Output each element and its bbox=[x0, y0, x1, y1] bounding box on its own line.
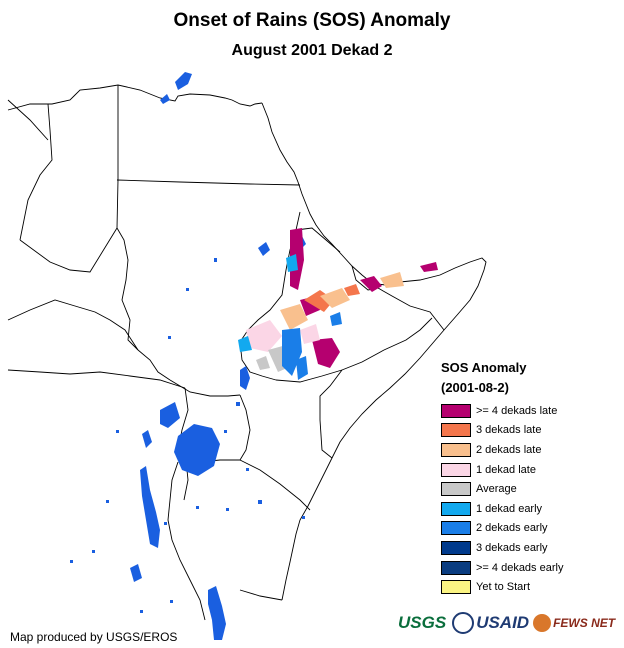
country-borders bbox=[7, 84, 487, 621]
lake-malawi bbox=[208, 586, 226, 640]
border-uganda-kenya bbox=[239, 394, 251, 461]
legend-label: 1 dekad early bbox=[476, 502, 543, 515]
legend-label: 1 dekad late bbox=[476, 463, 536, 476]
border-libya-egypt bbox=[116, 85, 119, 229]
lake-victoria bbox=[174, 424, 220, 476]
fews-net-seal-icon bbox=[533, 614, 552, 632]
anomaly-pixels bbox=[238, 228, 438, 380]
legend-swatch bbox=[441, 540, 471, 555]
legend-item: >= 4 dekads late bbox=[441, 401, 563, 421]
fews-net-logo: FEWS NET bbox=[533, 614, 615, 632]
legend-item: Average bbox=[441, 479, 563, 499]
border-sudan-car bbox=[137, 349, 171, 381]
legend-label: 3 dekads late bbox=[476, 424, 542, 437]
anomaly-2-early bbox=[282, 312, 342, 380]
lake-turkana bbox=[240, 366, 250, 390]
legend-swatch bbox=[441, 403, 471, 418]
anomaly-2-late bbox=[280, 272, 404, 330]
legend-label: 2 dekads early bbox=[476, 522, 548, 535]
legend-label: >= 4 dekads late bbox=[476, 404, 558, 417]
usgs-logo: USGS bbox=[398, 613, 447, 632]
border-tanzania-mozambique bbox=[239, 589, 283, 601]
legend-item: 2 dekads early bbox=[441, 519, 563, 539]
fews-net-logo-text: FEWS NET bbox=[553, 616, 616, 630]
water-bodies bbox=[130, 72, 306, 640]
logo-strip: USGS USAID FEWS NET bbox=[398, 612, 615, 634]
lake-tanganyika bbox=[140, 466, 160, 548]
usaid-logo: USAID bbox=[452, 612, 529, 634]
scattered-water bbox=[70, 258, 305, 613]
border-kenya-somalia bbox=[319, 369, 343, 459]
nile-delta-lake bbox=[175, 72, 192, 90]
legend-item: 1 dekad late bbox=[441, 460, 563, 480]
border-eritrea bbox=[295, 227, 341, 253]
border-sudan-uganda bbox=[169, 379, 241, 397]
legend-title: SOS Anomaly bbox=[441, 360, 527, 375]
map-title: Onset of Rains (SOS) Anomaly bbox=[173, 10, 451, 31]
border-tunisia bbox=[7, 99, 49, 141]
legend-item: Yet to Start bbox=[441, 577, 563, 597]
legend: >= 4 dekads late 3 dekads late 2 dekads la… bbox=[441, 401, 563, 597]
legend-item: >= 4 dekads early bbox=[441, 558, 563, 578]
legend-swatch bbox=[441, 423, 471, 438]
legend-label: >= 4 dekads early bbox=[476, 561, 564, 574]
usaid-seal-icon bbox=[452, 612, 475, 634]
border-egypt-sudan bbox=[116, 179, 301, 186]
legend-swatch bbox=[441, 462, 471, 477]
border-chad-car bbox=[7, 299, 139, 351]
lake-small-1 bbox=[160, 94, 170, 104]
border-algeria-libya bbox=[19, 103, 53, 241]
legend-period: (2001-08-2) bbox=[441, 380, 509, 395]
map-credit: Map produced by USGS/EROS bbox=[10, 630, 178, 644]
legend-item: 3 dekads late bbox=[441, 421, 563, 441]
lake-edward bbox=[142, 430, 152, 448]
lake-tana-sudan bbox=[258, 242, 270, 256]
legend-item: 2 dekads late bbox=[441, 440, 563, 460]
legend-swatch bbox=[441, 442, 471, 457]
legend-label: 3 dekads early bbox=[476, 541, 548, 554]
anomaly-4-late bbox=[290, 228, 438, 368]
legend-label: Average bbox=[476, 483, 517, 496]
map-subtitle: August 2001 Dekad 2 bbox=[231, 42, 393, 59]
legend-swatch bbox=[441, 501, 471, 516]
legend-item: 3 dekads early bbox=[441, 538, 563, 558]
legend-item: 1 dekad early bbox=[441, 499, 563, 519]
border-ethiopia-somalia-north bbox=[377, 287, 445, 331]
border-libya-chad bbox=[19, 227, 118, 273]
border-drc-tanzania bbox=[167, 461, 206, 621]
legend-swatch bbox=[441, 482, 471, 497]
anomaly-1-late bbox=[246, 320, 320, 352]
horn-coast bbox=[281, 257, 487, 601]
border-chad-sudan bbox=[116, 227, 139, 351]
anomaly-1-early bbox=[238, 254, 298, 352]
legend-swatch bbox=[441, 521, 471, 536]
legend-label: Yet to Start bbox=[476, 581, 531, 594]
legend-swatch bbox=[441, 560, 471, 575]
border-car-drc bbox=[7, 369, 186, 389]
usaid-logo-text: USAID bbox=[476, 613, 530, 632]
red-sea-west-coast bbox=[261, 102, 373, 284]
lake-albert bbox=[160, 402, 180, 428]
legend-label: 2 dekads late bbox=[476, 443, 542, 456]
lake-rukwa bbox=[130, 564, 142, 582]
mediterranean-coast bbox=[7, 84, 263, 111]
legend-swatch bbox=[441, 580, 471, 595]
border-kenya-tanzania bbox=[239, 459, 311, 511]
border-ethiopia-somalia-south bbox=[275, 317, 433, 383]
